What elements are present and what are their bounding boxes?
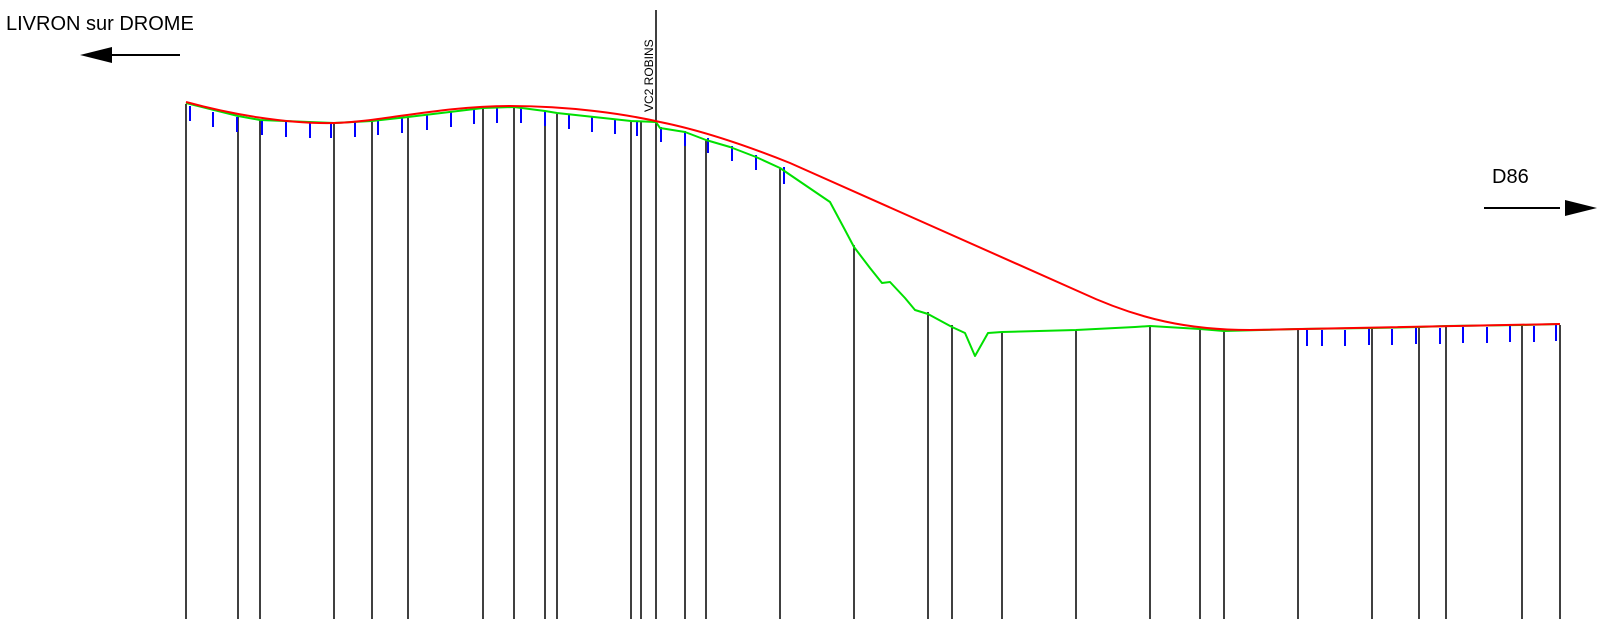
project-line [185,101,1561,332]
left-direction-label: LIVRON sur DROME [6,13,194,35]
slope-ticks [189,106,1557,346]
left-arrow-icon [80,47,180,63]
terrain-line [185,102,1561,357]
station-lines [185,104,1561,619]
right-direction-label: D86 [1492,166,1529,188]
right-arrow-icon [1484,200,1597,216]
crossing-label: VC2 ROBINS [642,39,656,112]
